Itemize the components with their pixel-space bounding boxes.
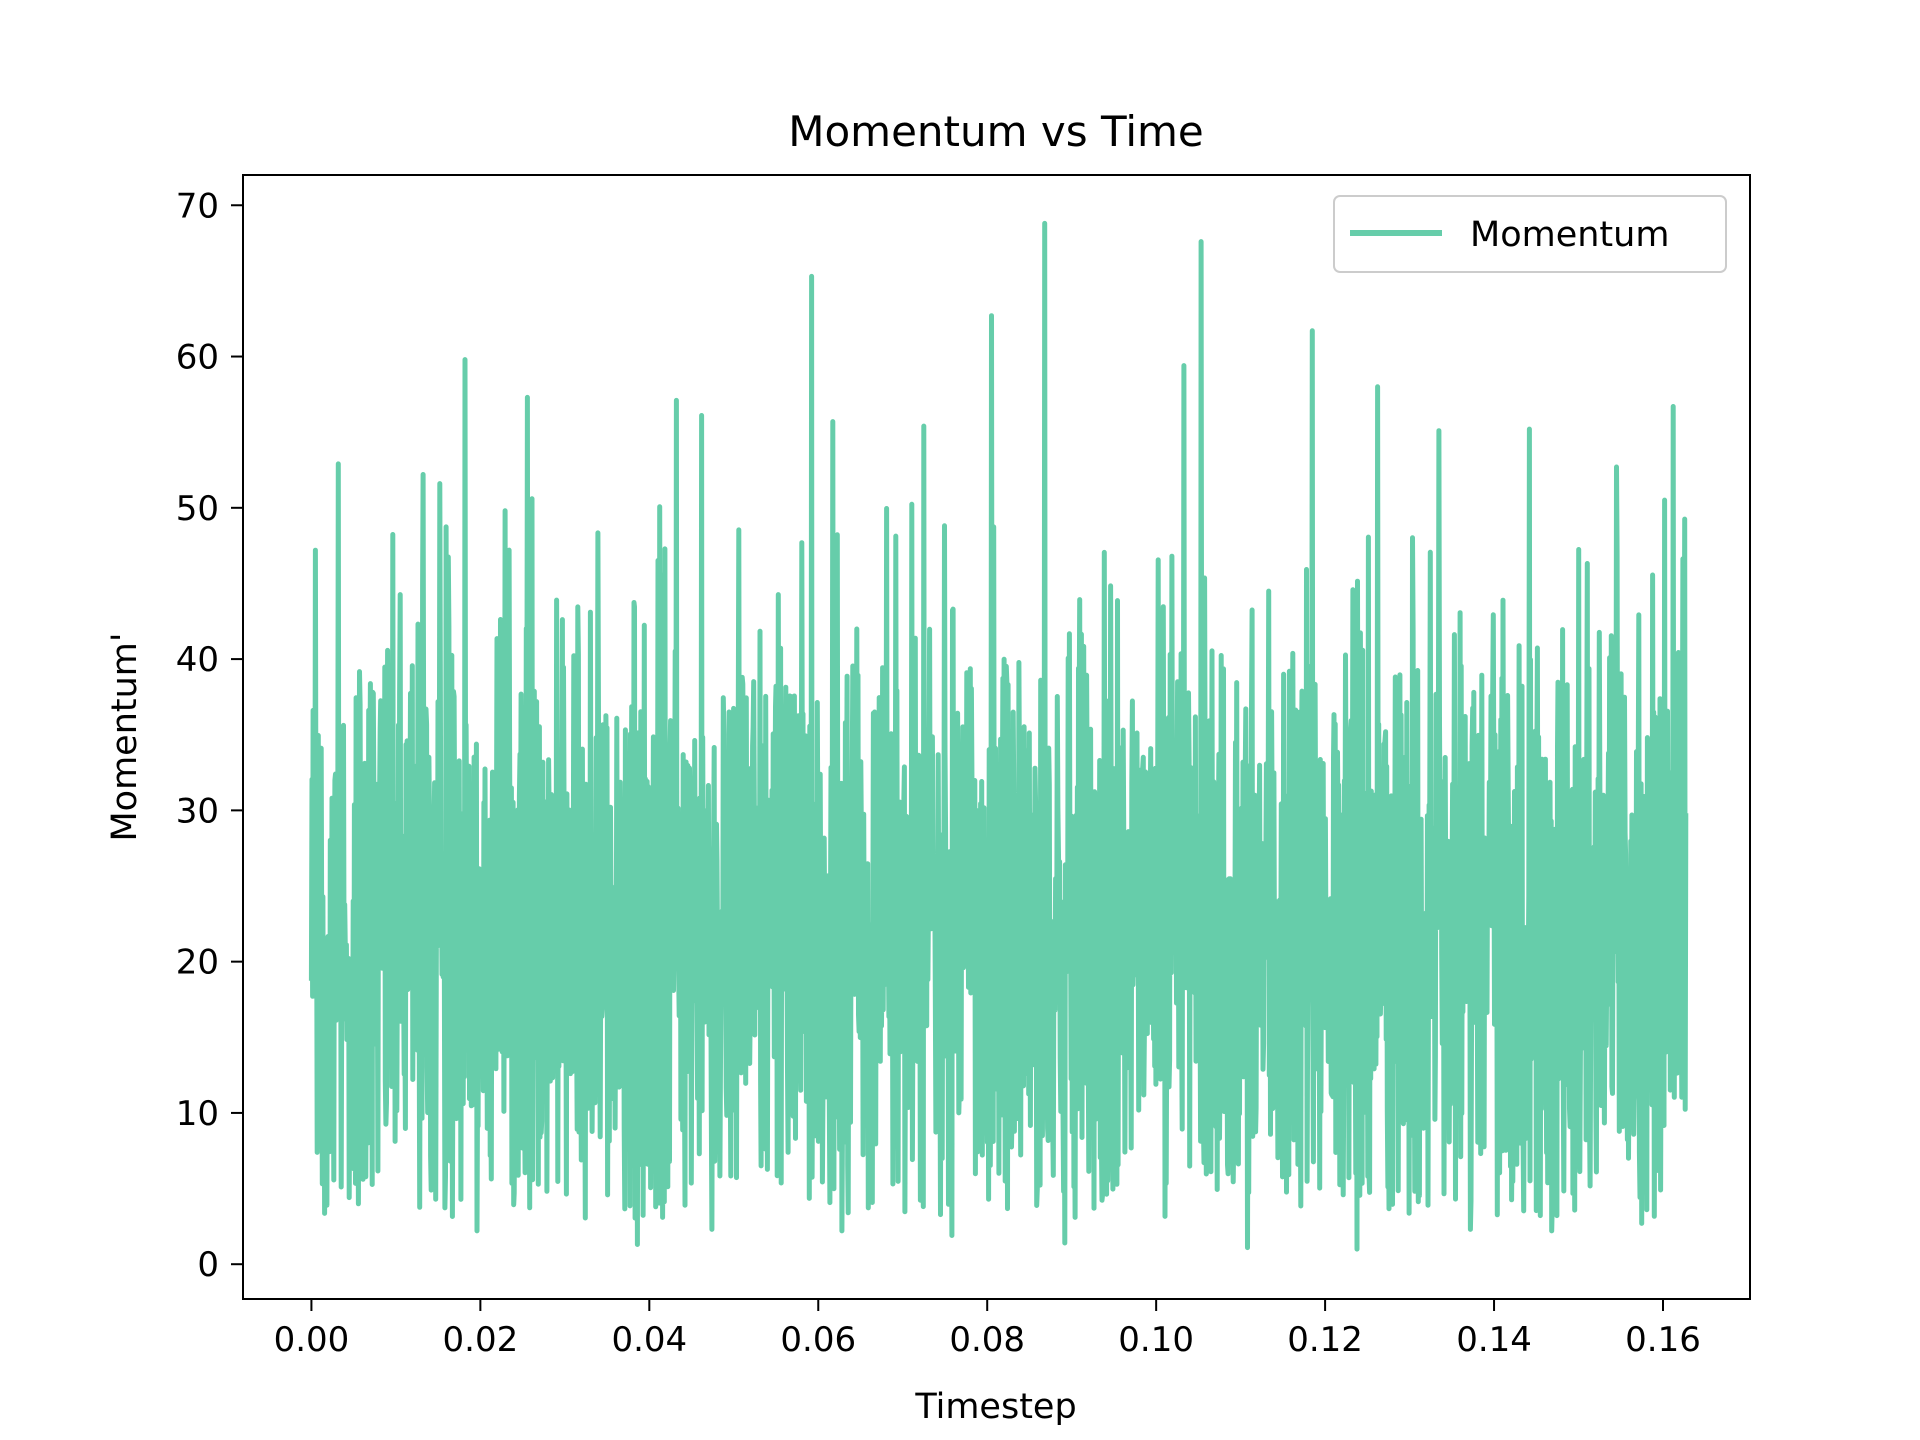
x-tick-label: 0.08 [949, 1320, 1025, 1360]
x-tick-label: 0.06 [780, 1320, 856, 1360]
y-tick-label: 30 [176, 791, 219, 831]
x-axis-label: Timestep [914, 1387, 1076, 1427]
x-tick-label: 0.04 [611, 1320, 687, 1360]
x-tick-label: 0.10 [1118, 1320, 1194, 1360]
y-tick-label: 50 [176, 489, 219, 529]
y-tick-label: 40 [176, 640, 219, 680]
legend-entry-momentum: Momentum [1470, 215, 1669, 255]
y-tick-label: 0 [197, 1245, 219, 1285]
x-axis-ticks: 0.00 0.02 0.04 0.06 0.08 0.10 0.12 0.14 0.16 [274, 1299, 1701, 1360]
legend: Momentum [1333, 195, 1727, 273]
series-line-momentum [308, 220, 1689, 1252]
legend-box [1333, 195, 1727, 273]
y-tick-label: 70 [176, 186, 219, 226]
plot-area [308, 220, 1689, 1252]
x-tick-label: 0.02 [443, 1320, 519, 1360]
y-axis-label: Momentum' [105, 632, 145, 841]
y-axis-ticks: 0 10 20 30 40 50 60 70 [176, 186, 243, 1285]
y-tick-label: 20 [176, 943, 219, 983]
y-tick-label: 60 [176, 338, 219, 378]
chart-title: Momentum vs Time [788, 107, 1204, 156]
x-tick-label: 0.00 [274, 1320, 350, 1360]
x-tick-label: 0.12 [1287, 1320, 1363, 1360]
x-tick-label: 0.14 [1456, 1320, 1532, 1360]
y-tick-label: 10 [176, 1094, 219, 1134]
x-tick-label: 0.16 [1625, 1320, 1701, 1360]
axes-frame [242, 174, 1751, 1300]
